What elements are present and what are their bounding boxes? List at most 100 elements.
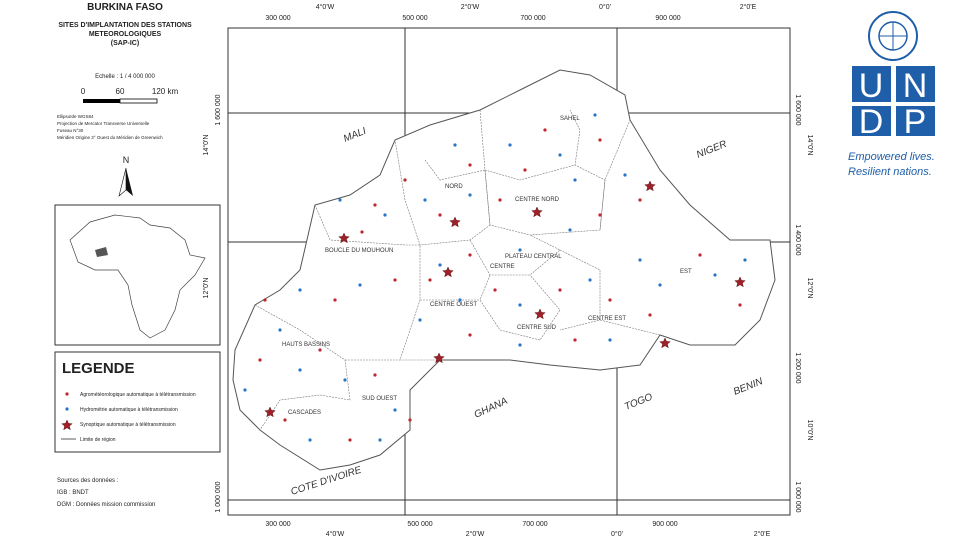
station-dot [373,373,377,377]
station-dot [518,303,522,307]
station-dot [508,143,512,147]
region-label: HAUTS BASSINS [282,342,330,348]
map-subtitle: SITES D'IMPLANTATION DES STATIONS [58,22,192,29]
legend-symbol [65,407,69,411]
station-dot [698,253,702,257]
un-emblem [868,11,918,61]
station-dot [468,163,472,167]
station-dot [298,288,302,292]
region-label: CASCADES [288,410,321,416]
station-dot [278,328,282,332]
station-dot [573,338,577,342]
station-dot [648,313,652,317]
region-label: CENTRE OUEST [430,302,477,308]
station-dot [598,138,602,142]
station-dot [348,438,352,442]
region-label: NORD [445,184,463,190]
station-dot [468,253,472,257]
station-dot [438,213,442,217]
station-dot [373,203,377,207]
station-dot [333,298,337,302]
station-dot [343,378,347,382]
projection-note: Ellipsoïde WGS84 [57,114,94,119]
scale-bar [83,99,120,103]
projection-note: Fuseau N°30 [57,128,84,133]
station-star [442,266,454,278]
scale-bar [119,98,158,104]
logo-tile [852,66,891,102]
axis-label: 2°0'W [466,530,485,538]
legend-item: Hydrométrie automatique à télétransmissi… [80,407,178,413]
station-dot [623,173,627,177]
station-dot [298,368,302,372]
station-dot [418,318,422,322]
axis-label: 500 000 [402,15,427,22]
logo-letter: D [859,103,884,141]
station-dot [598,213,602,217]
projection-note: Projection de Mercator Transverse Univer… [57,121,150,126]
legend-title: LEGENDE [62,360,135,377]
station-dot [378,438,382,442]
station-dot [743,258,747,262]
scale-tick: 120 km [152,87,179,96]
legend-item: Limite de région [80,437,116,443]
station-dot [638,258,642,262]
station-dot [518,343,522,347]
station-dot [438,263,442,267]
axis-label: 700 000 [522,521,547,528]
map-subtitle: (SAP-IC) [111,40,139,47]
station-dot [518,248,522,252]
station-star [531,206,543,218]
source: DGM : Données mission commission [57,502,155,508]
scale-tick: 60 [116,87,125,96]
sources-title: Sources des données : [57,478,119,484]
logo-tile [896,66,935,102]
station-dot [523,168,527,172]
axis-label: 0°0' [599,3,611,11]
station-dot [498,198,502,202]
station-star [433,352,445,364]
logo-letter: P [904,103,927,141]
axis-label: 1 600 000 [215,94,222,125]
stations [243,113,747,442]
source: IGB : BNDT [57,490,89,496]
station-dot [468,333,472,337]
axis-label: 12°0'N [806,278,814,299]
station-dot [573,178,577,182]
scale-tick: 0 [81,87,86,96]
station-dot [428,278,432,282]
station-dot [468,193,472,197]
legend-symbol [65,392,69,396]
station-dot [403,178,407,182]
region-label: BOUCLE DU MOUHOUN [325,248,393,254]
logo-tile [852,106,891,136]
station-dot [338,198,342,202]
axis-label: 4°0'W [316,3,335,11]
station-star [264,406,276,418]
country-outline [232,69,776,471]
station-dot [408,418,412,422]
region-label: PLATEAU CENTRAL [505,254,562,260]
station-dot [358,283,362,287]
station-star [338,232,350,244]
axis-label: 1 000 000 [794,481,801,512]
axis-label: 14°0'N [806,135,814,156]
station-dot [558,153,562,157]
axis-label: 900 000 [655,15,680,22]
station-dot [738,303,742,307]
logo-letter: N [903,67,928,105]
station-dot [658,283,662,287]
station-dot [458,298,462,302]
region-label: SUD OUEST [362,396,397,402]
projection-note: Méridien Origine 3° Ouest du Méridien de… [57,135,163,140]
axis-label: 700 000 [520,15,545,22]
region-label: CENTRE NORD [515,197,560,203]
scale-label: Echelle : 1 / 4 000 000 [95,74,155,80]
station-dot [258,358,262,362]
station-star [534,308,546,320]
undp-logo: U N D P Empowered lives. Resilient natio… [848,11,935,178]
axis-label: 2°0'E [740,3,757,11]
axis-label: 10°0'N [806,420,814,441]
station-dot [493,288,497,292]
station-star [449,216,461,228]
